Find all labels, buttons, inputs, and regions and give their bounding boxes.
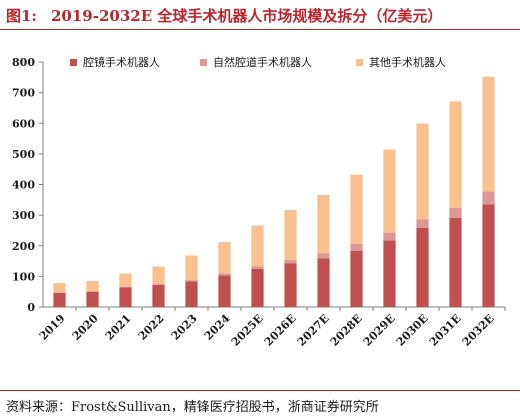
- bar-segment: [251, 225, 264, 267]
- bar-segment: [284, 259, 297, 264]
- bar-segment: [383, 240, 396, 307]
- legend-label: 自然腔道手术机器人: [213, 55, 312, 69]
- bar-segment: [317, 253, 330, 259]
- x-tick-label: 2025E: [229, 312, 266, 349]
- y-tick-label: 400: [12, 179, 35, 192]
- x-tick-label: 2026E: [262, 312, 299, 349]
- x-tick-label: 2019: [37, 312, 68, 343]
- y-tick-label: 600: [12, 117, 35, 130]
- legend-swatch: [70, 59, 77, 66]
- bar-segment: [416, 219, 429, 228]
- bar-segment: [86, 291, 99, 307]
- bar-segment: [152, 266, 165, 285]
- bar-segment: [218, 273, 231, 276]
- bar-segment: [86, 280, 99, 292]
- x-tick-label: 2021: [103, 312, 134, 343]
- bar-segment: [284, 263, 297, 307]
- y-tick-label: 700: [12, 87, 35, 100]
- x-tick-label: 2023: [169, 312, 200, 343]
- bar-segment: [317, 258, 330, 307]
- bar-segment: [218, 275, 231, 307]
- bar-segment: [119, 273, 132, 287]
- bar-segment: [449, 217, 462, 307]
- legend-label: 其他手术机器人: [369, 55, 446, 69]
- legend-swatch: [356, 59, 363, 66]
- x-tick-label: 2028E: [328, 312, 365, 349]
- x-tick-label: 2032E: [460, 312, 497, 349]
- x-tick-label: 2027E: [295, 312, 332, 349]
- bar-segment: [449, 207, 462, 218]
- y-tick-label: 0: [27, 301, 35, 314]
- y-tick-label: 100: [12, 270, 35, 283]
- y-tick-label: 800: [12, 56, 35, 69]
- figure-number: 图1:: [6, 7, 37, 25]
- bar-segment: [152, 284, 165, 285]
- source-note: 资料来源：Frost&Sullivan，精锋医疗招股书，浙商证券研究所: [6, 400, 379, 415]
- bar-segment: [86, 291, 99, 292]
- legend-label: 腔镜手术机器人: [83, 55, 160, 69]
- bar-segment: [350, 174, 363, 244]
- bar-segment: [350, 243, 363, 251]
- bar-segment: [119, 286, 132, 288]
- bar-segment: [383, 232, 396, 241]
- bar-segment: [119, 287, 132, 307]
- bar-segment: [416, 227, 429, 307]
- x-tick-label: 2020: [70, 312, 101, 343]
- bar-segment: [482, 76, 495, 192]
- bar-segment: [284, 209, 297, 260]
- bar-segment: [350, 250, 363, 307]
- bar-segment: [185, 281, 198, 307]
- y-tick-label: 500: [12, 148, 35, 161]
- y-tick-label: 200: [12, 240, 35, 253]
- source-divider: [0, 390, 520, 391]
- x-tick-label: 2022: [136, 312, 167, 343]
- bar-segment: [218, 242, 231, 274]
- figure-title: 图1: 2019-2032E 全球手术机器人市场规模及拆分（亿美元）: [6, 5, 442, 26]
- bar-segment: [482, 204, 495, 307]
- bar-segment: [152, 284, 165, 307]
- x-tick-label: 2024: [202, 312, 233, 343]
- x-tick-label: 2031E: [427, 312, 464, 349]
- bar-segment: [53, 292, 66, 293]
- x-tick-label: 2030E: [394, 312, 431, 349]
- bar-segment: [317, 194, 330, 254]
- x-tick-label: 2029E: [361, 312, 398, 349]
- bar-segment: [185, 255, 198, 281]
- bar-segment: [449, 101, 462, 208]
- bar-segment: [53, 283, 66, 293]
- y-tick-label: 300: [12, 209, 35, 222]
- bar-segment: [482, 191, 495, 205]
- bar-segment: [383, 149, 396, 233]
- figure-title-text: 2019-2032E 全球手术机器人市场规模及拆分（亿美元）: [50, 7, 443, 25]
- bar-segment: [53, 292, 66, 307]
- legend-swatch: [200, 59, 207, 66]
- bar-segment: [185, 280, 198, 282]
- bar-segment: [251, 266, 264, 269]
- title-divider: [0, 29, 520, 30]
- bar-segment: [251, 268, 264, 307]
- bar-segment: [416, 123, 429, 220]
